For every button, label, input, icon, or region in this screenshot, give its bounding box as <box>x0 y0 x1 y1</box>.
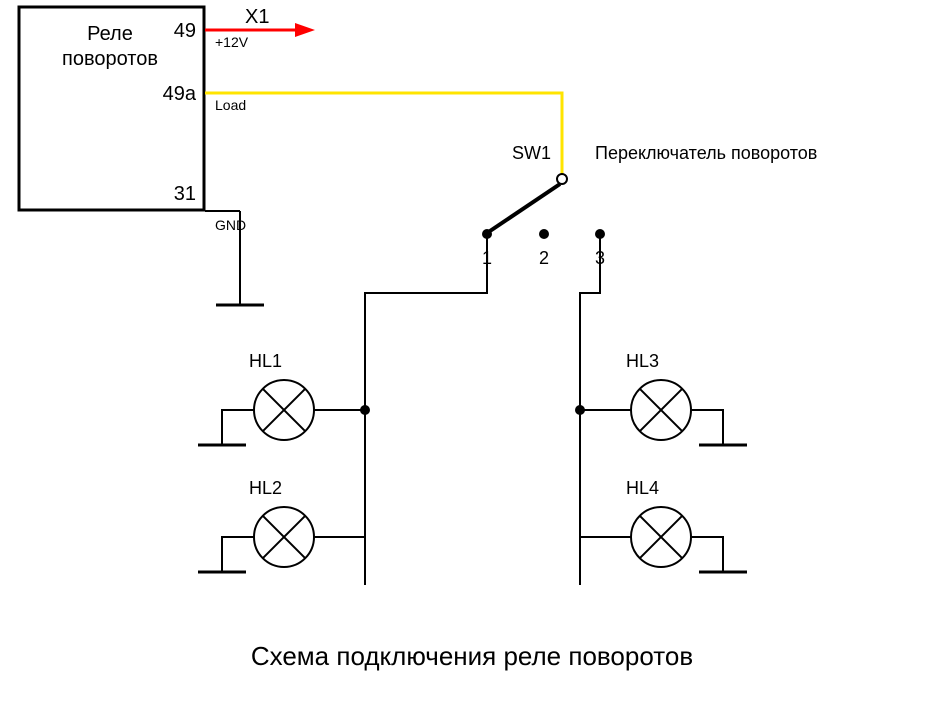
wire-pos1-down <box>365 238 487 585</box>
lamp-hl2 <box>254 507 314 567</box>
lamp-hl4 <box>631 507 691 567</box>
pin-49a-sublabel: Load <box>215 97 246 113</box>
lamp-hl2-label: HL2 <box>249 478 282 498</box>
relay-label-line1: Реле <box>87 23 133 45</box>
lamp-hl1 <box>254 380 314 440</box>
pin-49-label: 49 <box>174 20 196 42</box>
diagram-title: Схема подключения реле поворотов <box>251 641 693 671</box>
switch-pos2-dot <box>539 229 549 239</box>
load-wire <box>205 93 562 174</box>
switch-pos2-label: 2 <box>539 248 549 268</box>
lamp-hl4-label: HL4 <box>626 478 659 498</box>
circuit-diagram: Реле поворотов 49 X1 +12V 49a Load 31 GN… <box>0 0 945 709</box>
lamp-hl3 <box>631 380 691 440</box>
switch-pos1-dot <box>482 229 492 239</box>
switch-wiper <box>490 184 560 231</box>
relay-label-line2: поворотов <box>62 48 158 70</box>
wire-hl2-gnd <box>222 537 254 572</box>
wire-hl1-gnd <box>222 410 254 445</box>
pin-49a-label: 49a <box>163 83 197 105</box>
lamp-hl3-label: HL3 <box>626 351 659 371</box>
switch-label: Переключатель поворотов <box>595 143 817 163</box>
lamp-hl1-label: HL1 <box>249 351 282 371</box>
pin-31-sublabel: GND <box>215 217 246 233</box>
switch-pos3-dot <box>595 229 605 239</box>
switch-ref: SW1 <box>512 143 551 163</box>
switch-common <box>557 174 567 184</box>
wire-hl3-gnd <box>691 410 723 445</box>
pin-31-label: 31 <box>174 183 196 205</box>
power-arrow-head <box>295 23 315 37</box>
wire-hl4-gnd <box>691 537 723 572</box>
pin-49-sublabel: +12V <box>215 34 249 50</box>
conn-x1-label: X1 <box>245 6 269 28</box>
